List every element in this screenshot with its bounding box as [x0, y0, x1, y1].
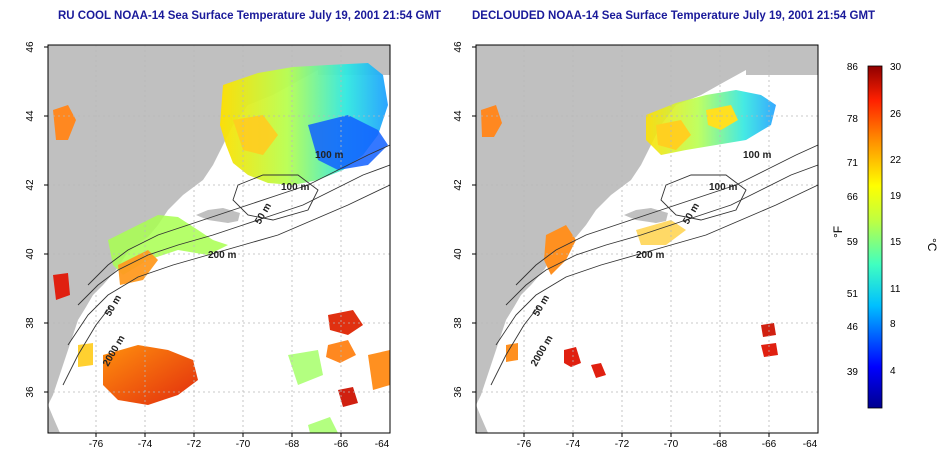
colorbar-celsius-label: °C: [925, 238, 939, 252]
colorbar-c-tick: 8: [890, 319, 896, 330]
colorbar-c-tick: 19: [890, 191, 902, 202]
y-tick-label: 40: [453, 248, 464, 260]
x-tick-label: -68: [285, 439, 300, 450]
colorbar: 86 78 71 66 59 51 46 39 30 26 22 19 15 1…: [831, 62, 939, 409]
colorbar-f-tick: 86: [847, 62, 859, 73]
contour-label-100m-a: 100 m: [743, 150, 771, 161]
colorbar-c-tick: 15: [890, 237, 902, 248]
y-tick-label: 46: [25, 41, 36, 53]
x-tick-label: -74: [138, 439, 153, 450]
right-map-frame: [475, 44, 819, 434]
y-tick-label: 42: [25, 179, 36, 191]
x-tick-label: -74: [566, 439, 581, 450]
x-tick-label: -76: [517, 439, 532, 450]
x-tick-label: -76: [89, 439, 104, 450]
y-tick-label: 38: [25, 317, 36, 329]
colorbar-fahrenheit-label: °F: [831, 226, 845, 238]
y-tick-label: 46: [453, 41, 464, 53]
colorbar-f-tick: 78: [847, 114, 859, 125]
colorbar-f-tick: 51: [847, 289, 859, 300]
contour-label-200m: 200 m: [208, 250, 236, 261]
bathymetry-contours-right: [490, 144, 819, 386]
colorbar-c-tick: 26: [890, 109, 902, 120]
bathymetry-contours-left: [62, 144, 391, 386]
x-tick-label: -66: [334, 439, 349, 450]
sst-field-left: [53, 63, 390, 433]
y-tick-label: 38: [453, 317, 464, 329]
colorbar-c-tick: 4: [890, 366, 896, 377]
right-map-panel: 100 m 100 m 50 m 200 m 50 m 2000 m -76 -…: [453, 41, 819, 450]
x-tick-label: -66: [762, 439, 777, 450]
x-tick-label: -70: [236, 439, 251, 450]
y-tick-label: 40: [25, 248, 36, 260]
y-tick-label: 42: [453, 179, 464, 191]
colorbar-c-tick: 22: [890, 155, 902, 166]
left-panel-title: RU COOL NOAA-14 Sea Surface Temperature …: [58, 10, 442, 22]
colorbar-f-tick: 59: [847, 237, 859, 248]
y-tick-label: 36: [25, 386, 36, 398]
contour-label-200m: 200 m: [636, 250, 664, 261]
grid-left: [48, 45, 390, 433]
colorbar-f-tick: 71: [847, 158, 859, 169]
colorbar-f-tick: 39: [847, 367, 859, 378]
grid-right: [476, 45, 818, 433]
x-tick-label: -70: [664, 439, 679, 450]
contour-label-100m-b: 100 m: [709, 182, 737, 193]
colorbar-f-tick: 66: [847, 192, 859, 203]
x-tick-label: -72: [187, 439, 202, 450]
x-tick-label: -64: [375, 439, 390, 450]
left-map-frame: [47, 44, 391, 434]
left-map-panel: 100 m 100 m 50 m 200 m 50 m 2000 m -76 -…: [25, 41, 391, 450]
colorbar-c-tick: 11: [890, 284, 901, 295]
sst-field-right: [481, 90, 778, 378]
y-tick-label: 44: [25, 110, 36, 122]
x-tick-label: -64: [803, 439, 818, 450]
contour-label-100m-b: 100 m: [281, 182, 309, 193]
x-tick-label: -72: [615, 439, 630, 450]
x-tick-label: -68: [713, 439, 728, 450]
colorbar-c-tick: 30: [890, 62, 902, 73]
right-panel-title: DECLOUDED NOAA-14 Sea Surface Temperatur…: [472, 10, 876, 22]
y-tick-label: 44: [453, 110, 464, 122]
y-tick-label: 36: [453, 386, 464, 398]
colorbar-f-tick: 46: [847, 322, 859, 333]
colorbar-gradient: [867, 65, 883, 409]
contour-label-100m-a: 100 m: [315, 150, 343, 161]
